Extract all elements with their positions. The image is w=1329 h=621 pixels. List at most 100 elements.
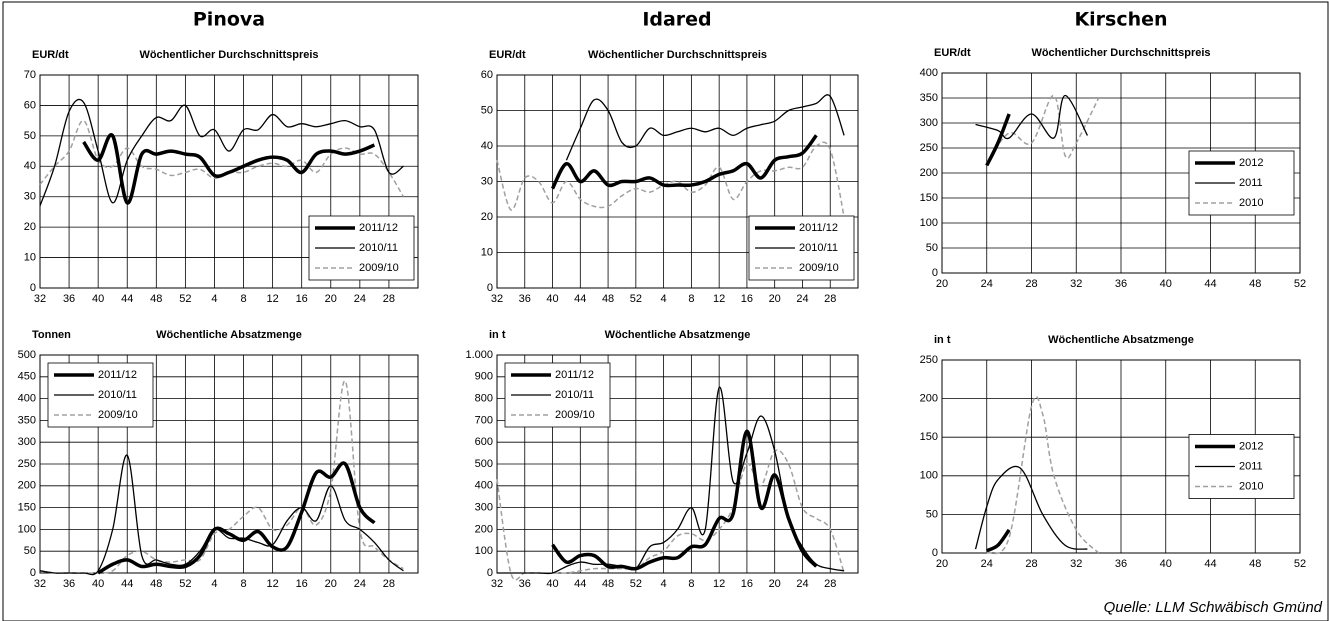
y-tick-label: 900 [475, 371, 493, 383]
legend-label: 2010 [1239, 480, 1263, 492]
x-tick-label: 40 [546, 578, 558, 590]
y-tick-label: 100 [920, 217, 938, 229]
x-tick-label: 16 [296, 578, 308, 590]
x-tick-label: 52 [179, 293, 191, 305]
x-tick-label: 24 [981, 278, 993, 290]
y-tick-label: 70 [24, 69, 36, 81]
y-tick-label: 100 [475, 545, 493, 557]
heading: Kirschen [1074, 9, 1167, 31]
legend-label: 2012 [1239, 440, 1263, 452]
plot-frame [496, 74, 859, 289]
y-tick-label: 0 [487, 567, 493, 579]
y-tick-label: 0 [30, 567, 36, 579]
x-tick-label: 32 [1070, 558, 1082, 570]
x-tick-label: 32 [491, 578, 503, 590]
x-tick-label: 44 [574, 293, 586, 305]
legend-label: 2010/11 [799, 242, 838, 254]
x-tick-label: 20 [936, 558, 948, 570]
x-tick-label: 28 [824, 293, 836, 305]
y-tick-label: 100 [920, 470, 938, 482]
x-tick-label: 44 [121, 293, 133, 305]
y-tick-label: 1.000 [465, 349, 493, 361]
y-tick-label: 250 [920, 354, 938, 366]
x-tick-label: 32 [491, 293, 503, 305]
heading: Pinova [193, 9, 265, 31]
x-tick-label: 28 [1025, 558, 1037, 570]
y-tick-label: 0 [932, 547, 938, 559]
x-tick-label: 48 [602, 578, 614, 590]
legend-label: 2011/12 [555, 369, 594, 381]
x-tick-label: 32 [1070, 278, 1082, 290]
legend-label: 2011/12 [359, 222, 398, 234]
x-tick-label: 12 [266, 578, 278, 590]
y-tick-label: 10 [24, 251, 36, 263]
x-tick-label: 8 [688, 293, 694, 305]
x-tick-label: 40 [92, 293, 104, 305]
source: Quelle: LLM Schwäbisch Gmünd [1104, 599, 1323, 616]
x-tick-label: 48 [150, 293, 162, 305]
y-tick-label: 50 [926, 508, 938, 520]
legend-label: 2010/11 [555, 389, 594, 401]
y-tick-label: 10 [481, 246, 493, 258]
x-tick-label: 12 [713, 578, 725, 590]
x-tick-label: 4 [661, 293, 667, 305]
x-tick-label: 20 [936, 278, 948, 290]
y-tick-label: 30 [24, 191, 36, 203]
x-tick-label: 12 [713, 293, 725, 305]
legend-label: 2010/11 [98, 389, 137, 401]
y-tick-label: 60 [481, 69, 493, 81]
y-tick-label: 50 [926, 242, 938, 254]
y-tick-label: 40 [24, 160, 36, 172]
x-tick-label: 44 [1204, 278, 1216, 290]
unit-label: EUR/dt [489, 49, 526, 61]
x-tick-label: 24 [796, 293, 808, 305]
chart-title: Wöchentliche Absatzmenge [156, 329, 302, 341]
y-tick-label: 400 [475, 480, 493, 492]
x-tick-label: 28 [383, 293, 395, 305]
legend-label: 2010 [1239, 197, 1263, 209]
legend-label: 2009/10 [555, 409, 595, 421]
y-tick-label: 400 [920, 67, 938, 79]
legend-label: 2011/12 [98, 369, 137, 381]
y-tick-label: 600 [475, 436, 493, 448]
y-tick-label: 400 [18, 393, 36, 405]
unit-label: EUR/dt [32, 49, 69, 61]
series-line [986, 94, 1100, 164]
x-tick-label: 24 [354, 578, 366, 590]
x-tick-label: 40 [1160, 278, 1172, 290]
x-tick-label: 52 [1294, 278, 1306, 290]
series-line [39, 380, 404, 574]
x-tick-label: 52 [630, 293, 642, 305]
y-tick-label: 200 [920, 393, 938, 405]
y-tick-label: 0 [30, 282, 36, 294]
x-tick-label: 48 [150, 578, 162, 590]
x-tick-label: 4 [211, 578, 217, 590]
y-tick-label: 20 [24, 221, 36, 233]
x-tick-label: 8 [240, 293, 246, 305]
x-tick-label: 16 [296, 293, 308, 305]
legend-label: 2011/12 [799, 222, 838, 234]
x-tick-label: 24 [981, 558, 993, 570]
y-tick-label: 800 [475, 393, 493, 405]
y-tick-label: 0 [932, 267, 938, 279]
x-tick-label: 48 [1249, 278, 1261, 290]
series-line [496, 141, 845, 218]
legend-label: 2011 [1239, 177, 1263, 189]
y-tick-label: 50 [24, 130, 36, 142]
chart-title: Wöchentliche Absatzmenge [1048, 334, 1194, 346]
x-tick-label: 20 [769, 578, 781, 590]
x-tick-label: 12 [266, 293, 278, 305]
x-tick-label: 20 [769, 293, 781, 305]
x-tick-label: 8 [688, 578, 694, 590]
chart-title: Wöchentlicher Durchschnittspreis [139, 49, 318, 61]
y-tick-label: 40 [481, 140, 493, 152]
x-tick-label: 48 [1249, 558, 1261, 570]
series-line [975, 94, 1089, 140]
y-tick-label: 100 [18, 523, 36, 535]
series-line [550, 134, 818, 190]
y-tick-label: 700 [475, 414, 493, 426]
y-tick-label: 150 [18, 502, 36, 514]
x-tick-label: 4 [661, 578, 667, 590]
x-tick-label: 24 [796, 578, 808, 590]
x-tick-label: 52 [630, 578, 642, 590]
